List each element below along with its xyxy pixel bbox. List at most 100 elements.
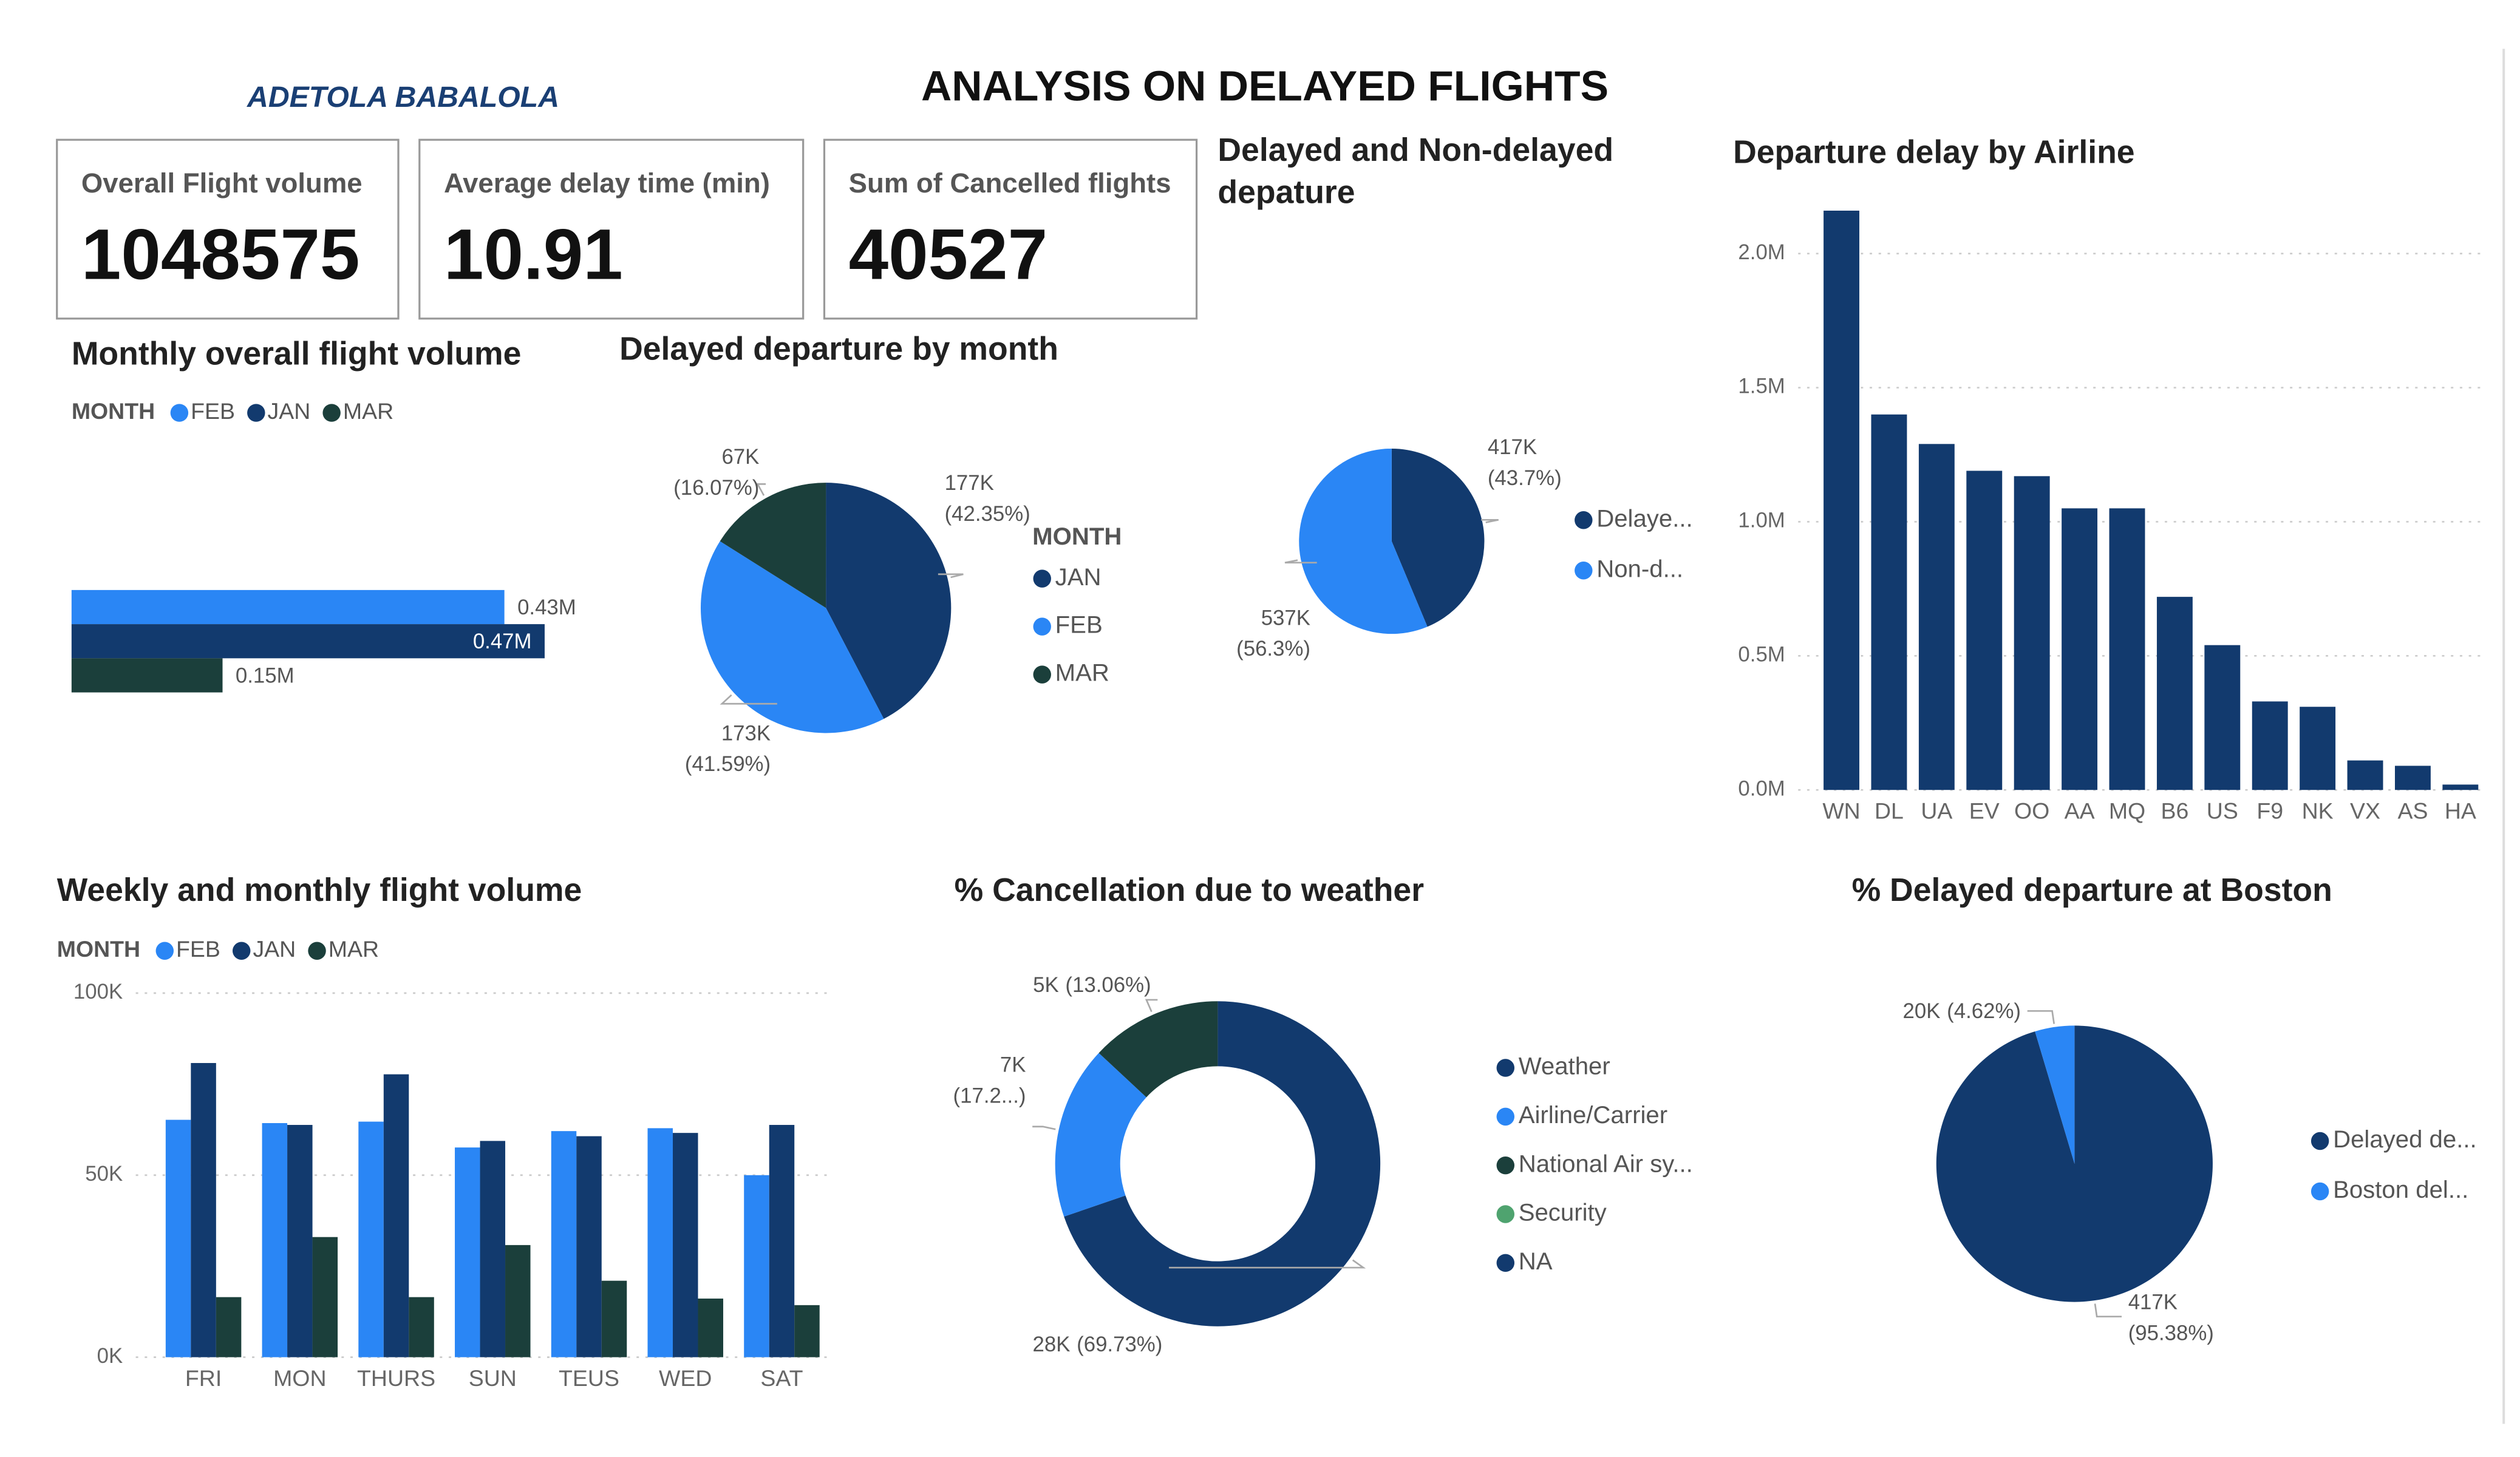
kpi-value: 1048575 (81, 214, 360, 294)
data-label: 0.43M (517, 596, 576, 619)
bar (1871, 414, 1907, 790)
slice (826, 483, 952, 719)
data-label-percent: (4.62%) (1947, 999, 2021, 1023)
leader-line (1481, 518, 1499, 523)
leader-line (756, 483, 766, 496)
bar (358, 1121, 384, 1357)
legend-marker (1496, 1156, 1515, 1175)
slice (1391, 448, 1485, 627)
x-tick-label: US (2207, 798, 2238, 824)
bar (480, 1141, 506, 1357)
data-label: (95.38%) (2128, 1321, 2214, 1345)
legend-marker (247, 404, 265, 422)
bar (698, 1299, 723, 1357)
bar (794, 1305, 820, 1357)
legend-marker (1496, 1059, 1515, 1077)
legend-label: Security (1519, 1199, 1607, 1226)
chart-title: Weekly and monthly flight volume (57, 872, 582, 908)
legend-label: Non-d... (1596, 555, 1683, 582)
dashboard-title: ANALYSIS ON DELAYED FLIGHTS (921, 63, 1609, 110)
legend-label: Weather (1519, 1053, 1610, 1080)
bar (191, 1063, 216, 1357)
data-label: 7K (1000, 1053, 1026, 1077)
y-tick-label: 0.0M (1738, 776, 1785, 800)
legend-label: Airline/Carrier (1519, 1101, 1667, 1129)
x-tick-label: MON (273, 1365, 326, 1391)
leader-line (1284, 559, 1317, 564)
data-label: 5K (13.06%) (1033, 973, 1151, 997)
legend-label: MAR (343, 398, 393, 424)
x-tick-label: TEUS (559, 1365, 619, 1391)
slice (1064, 1001, 1381, 1326)
bar (71, 624, 545, 659)
chart-title: Delayed and Non-delayed depature (1217, 133, 1614, 212)
legend-title: MONTH (1032, 523, 1122, 550)
x-tick-label: UA (1921, 798, 1952, 824)
bar (455, 1147, 480, 1357)
leader-line (938, 573, 964, 579)
bar (551, 1131, 577, 1357)
legend-title: MONTH (57, 936, 140, 962)
x-tick-label: WN (1822, 798, 1860, 824)
legend-label: Delaye... (1596, 504, 1692, 532)
legend-marker (1575, 511, 1593, 529)
legend-marker (308, 942, 326, 960)
bar (216, 1297, 242, 1357)
legend-marker (2311, 1132, 2329, 1150)
data-label: (43.7%) (1488, 466, 1562, 490)
data-label-percent: (13.06%) (1065, 973, 1151, 997)
x-tick-label: OO (2014, 798, 2049, 824)
slice (700, 541, 884, 733)
bar (2062, 508, 2098, 790)
x-tick-label: F9 (2256, 798, 2283, 824)
legend-marker (1496, 1254, 1515, 1272)
x-tick-label: MQ (2109, 798, 2145, 824)
kpi-label: Overall Flight volume (81, 168, 363, 199)
chart-title: Delayed departure by month (619, 331, 1058, 367)
x-tick-label: NK (2302, 798, 2334, 824)
data-label: 537K (1261, 606, 1310, 630)
bar (2156, 597, 2193, 790)
legend-label: Delayed de... (2333, 1126, 2477, 1153)
bar (383, 1074, 409, 1357)
data-label-percent: (69.73%) (1077, 1333, 1162, 1356)
slice (2035, 1025, 2075, 1164)
data-label: 177K (945, 471, 994, 495)
data-label: 417K (2128, 1290, 2178, 1314)
data-label: (16.07%) (673, 476, 759, 500)
x-tick-label: SUN (469, 1365, 517, 1391)
bar (71, 589, 505, 625)
bar (647, 1128, 673, 1357)
kpi-label: Sum of Cancelled flights (849, 168, 1171, 199)
legend-label: Boston del... (2333, 1176, 2468, 1203)
author: ADETOLA BABALOLA (247, 81, 559, 114)
y-tick-label: 50K (85, 1162, 123, 1186)
legend-label: NA (1519, 1248, 1553, 1275)
data-label: 20K (4.62%) (1903, 999, 2021, 1023)
slice (1299, 448, 1428, 634)
y-tick-label: 2.0M (1738, 240, 1785, 264)
x-tick-label: VX (2350, 798, 2380, 824)
data-label-value: 20K (1903, 999, 1941, 1023)
x-tick-label: THURS (357, 1365, 435, 1391)
legend-marker (170, 404, 189, 422)
bar (71, 658, 223, 693)
bar (769, 1124, 795, 1357)
bar (601, 1280, 627, 1357)
x-tick-label: FRI (185, 1365, 222, 1391)
legend-marker (1033, 617, 1051, 636)
y-tick-label: 0K (97, 1344, 123, 1368)
legend-marker (232, 942, 251, 960)
x-tick-label: EV (1969, 798, 2000, 824)
data-label: 417K (1488, 435, 1537, 459)
legend-marker (1496, 1107, 1515, 1126)
x-tick-label: WED (659, 1365, 712, 1391)
leader-line (2027, 1010, 2055, 1024)
legend-label: JAN (1055, 563, 1102, 591)
data-label: (42.35%) (945, 502, 1030, 526)
legend-marker (322, 404, 341, 422)
bar (262, 1122, 288, 1357)
bar (1966, 470, 2003, 790)
chart-title: % Delayed departure at Boston (1852, 872, 2332, 908)
bar (672, 1133, 698, 1357)
